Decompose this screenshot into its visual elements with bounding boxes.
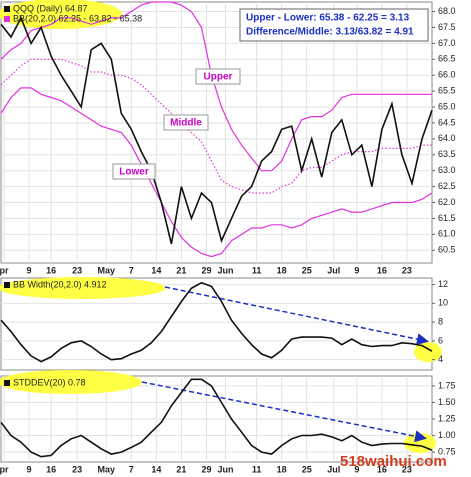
x-tick-label: 23 — [72, 265, 82, 275]
x-tick-label: May — [97, 464, 115, 474]
y-tick-label: 67.5 — [438, 22, 456, 32]
y-tick-label: 62.5 — [438, 181, 456, 191]
legend-label: STDDEV(20) 0.78 — [13, 377, 86, 387]
y-tick-label: 64.5 — [438, 117, 456, 127]
x-tick-label: 23 — [72, 464, 82, 474]
y-tick-label: 4 — [438, 354, 443, 364]
y-tick-label: 1.25 — [438, 413, 456, 423]
x-tick-label: 25 — [302, 464, 312, 474]
x-tick-label: Jul — [327, 265, 340, 275]
y-tick-label: 62.0 — [438, 197, 456, 207]
y-tick-label: 1.00 — [438, 430, 456, 440]
x-tick-label: 16 — [46, 265, 56, 275]
annotation: Middle — [170, 118, 202, 129]
y-tick-label: 8 — [438, 316, 443, 326]
annotation-box — [112, 163, 156, 180]
y-tick-label: 68.0 — [438, 6, 456, 16]
x-tick-label: 14 — [151, 265, 161, 275]
x-tick-label: 14 — [151, 464, 161, 474]
note-box — [239, 8, 429, 42]
watermark: 518waihui.com — [340, 453, 447, 470]
legend-label: BB(20,2.0) 62.25 - 63.82 - 65.38 — [13, 13, 142, 23]
annotation-box — [195, 68, 241, 85]
x-tick-label: 7 — [129, 464, 134, 474]
band-line — [0, 87, 433, 258]
note: Upper - Lower: 65.38 - 62.25 = 3.13 — [246, 13, 410, 24]
band-line — [0, 58, 432, 194]
x-tick-label: 9 — [354, 464, 359, 474]
y-tick-label: 1.75 — [438, 380, 456, 390]
note: Difference/Middle: 3.13/63.82 = 4.91 — [246, 27, 414, 38]
series-line — [0, 378, 433, 458]
legend-swatch — [4, 16, 10, 22]
y-tick-label: 64.0 — [438, 133, 456, 143]
x-tick-label: 11 — [252, 265, 262, 275]
x-tick-label: Jun — [218, 464, 234, 474]
x-tick-label: 29 — [201, 265, 211, 275]
y-tick-label: 12 — [438, 279, 448, 289]
y-tick-label: 6 — [438, 335, 443, 345]
highlight — [0, 0, 122, 29]
series-line — [0, 15, 433, 245]
x-tick-label: 11 — [252, 464, 262, 474]
series-line — [0, 281, 433, 363]
y-tick-label: 65.0 — [438, 101, 456, 111]
highlight — [0, 277, 166, 299]
legend-label: BB Width(20,2.0) 4.912 — [13, 279, 107, 289]
x-tick-label: pr — [0, 265, 9, 275]
x-tick-label: 16 — [377, 265, 387, 275]
y-tick-label: 65.5 — [438, 85, 456, 95]
x-tick-label: 16 — [46, 464, 56, 474]
x-tick-label: Jun — [218, 265, 234, 275]
x-tick-label: 25 — [302, 265, 312, 275]
highlight — [414, 342, 442, 362]
x-tick-label: 9 — [27, 464, 32, 474]
legend-swatch — [4, 6, 10, 12]
y-tick-label: 61.5 — [438, 213, 456, 223]
y-tick-label: 67.0 — [438, 38, 456, 48]
y-tick-label: 63.5 — [438, 149, 456, 159]
highlight — [0, 370, 142, 394]
x-tick-label: 9 — [27, 265, 32, 275]
x-tick-label: 18 — [277, 265, 287, 275]
series-line — [0, 1, 432, 172]
y-tick-label: 10 — [438, 298, 448, 308]
annotation-box — [163, 114, 209, 131]
x-tick-label: 9 — [354, 265, 359, 275]
x-tick-label: 23 — [402, 464, 412, 474]
legend-label: QQQ (Daily) 64.87 — [13, 3, 88, 13]
arrow — [164, 286, 429, 346]
y-tick-label: 0.75 — [438, 446, 456, 456]
y-tick-label: 60.5 — [438, 245, 456, 255]
x-tick-label: May — [97, 265, 115, 275]
annotation: Lower — [119, 167, 149, 178]
y-tick-label: 63.0 — [438, 165, 456, 175]
x-tick-label: 21 — [176, 464, 186, 474]
x-tick-label: 23 — [402, 265, 412, 275]
annotation: Upper — [204, 72, 233, 83]
x-tick-label: 21 — [176, 265, 186, 275]
x-tick-label: 7 — [129, 265, 134, 275]
legend-swatch — [4, 282, 10, 288]
x-tick-label: 16 — [377, 464, 387, 474]
x-tick-label: Jul — [327, 464, 340, 474]
x-tick-label: 18 — [277, 464, 287, 474]
y-tick-label: 66.0 — [438, 70, 456, 80]
y-tick-label: 66.5 — [438, 54, 456, 64]
x-tick-label: 29 — [201, 464, 211, 474]
x-tick-label: pr — [0, 464, 9, 474]
y-tick-label: 1.50 — [438, 397, 456, 407]
y-tick-label: 61.0 — [438, 229, 456, 239]
legend-swatch — [4, 380, 10, 386]
